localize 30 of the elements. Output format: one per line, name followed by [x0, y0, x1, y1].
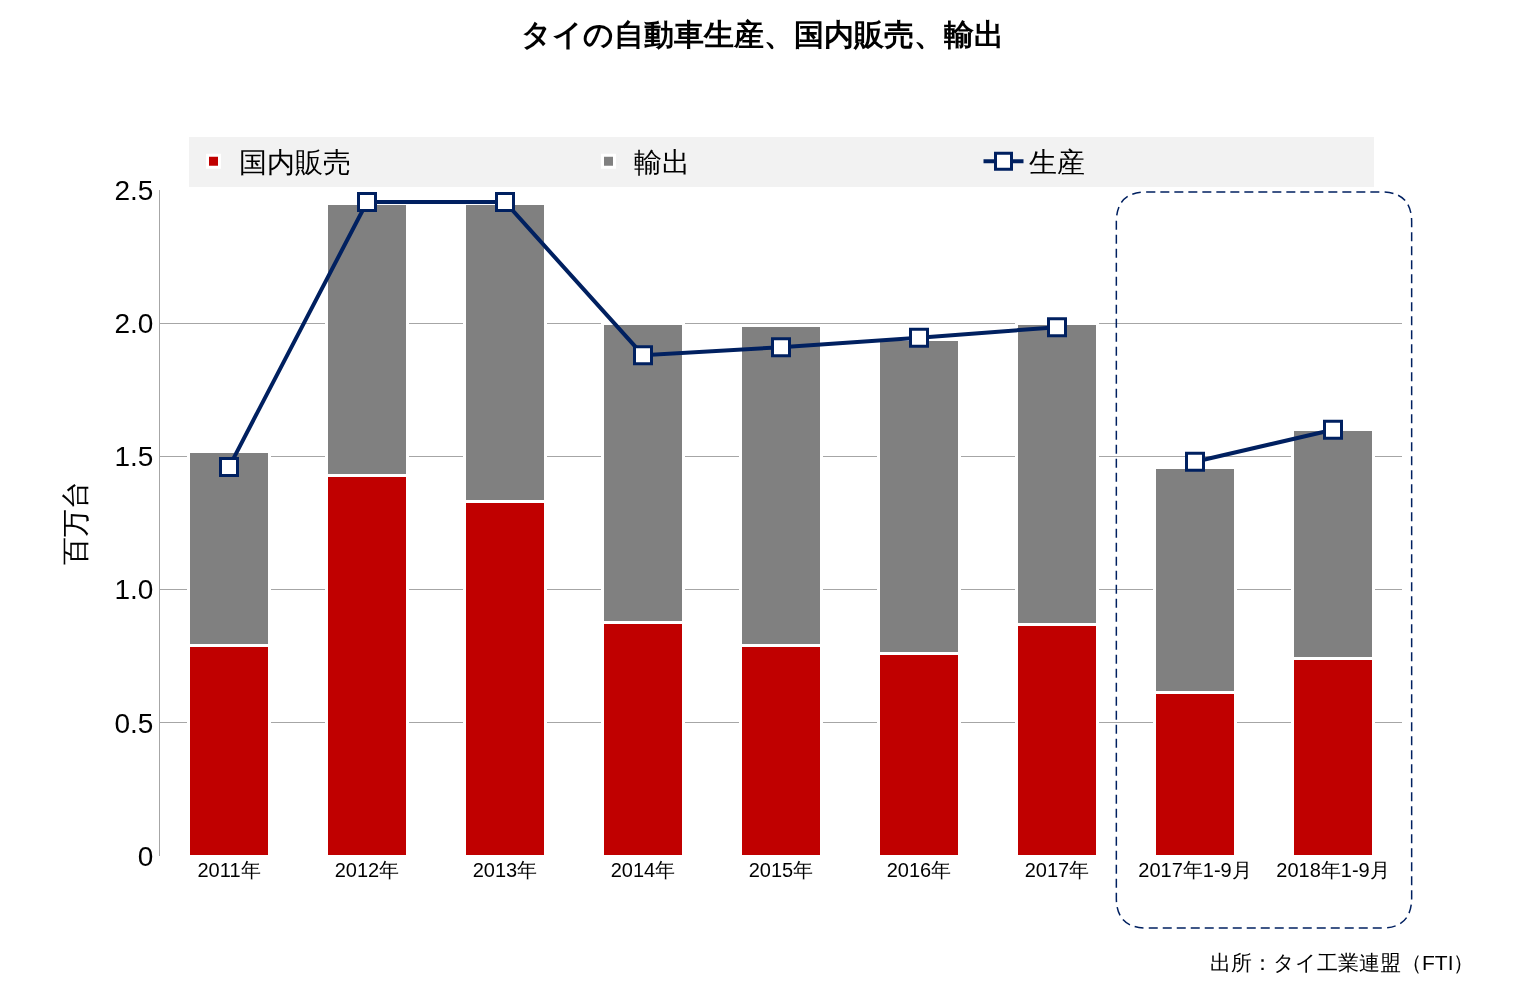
- x-tick-label: 2016年: [886, 859, 952, 881]
- y-tick-label: 0.5: [114, 707, 154, 739]
- x-tick-label: 2018年1-9月: [1276, 859, 1390, 881]
- point: [909, 327, 929, 348]
- chart-title: タイの自動車生産、国内販売、輸出: [521, 18, 1004, 52]
- point: [1047, 317, 1067, 338]
- point: [771, 337, 791, 358]
- legend-label: 輸出: [633, 147, 690, 179]
- y-tick-label: 2.5: [114, 174, 154, 206]
- x-tick-label: 2014年: [610, 859, 676, 881]
- legend-label: 生産: [1028, 147, 1085, 179]
- y-tick-label: 1.0: [114, 574, 154, 606]
- y-tick-label: 1.5: [114, 441, 154, 473]
- x-tick-label: 2017年1-9月: [1138, 859, 1252, 881]
- x-tick-label: 2011年: [197, 859, 261, 881]
- x-tick-label: 2012年: [334, 859, 400, 881]
- point: [495, 191, 515, 212]
- point: [1185, 451, 1205, 472]
- point: [219, 457, 239, 478]
- point: [1323, 419, 1343, 440]
- x-tick-label: 2013年: [472, 859, 538, 881]
- y-tick-label: 0: [137, 840, 154, 872]
- legend-label: 国内販売: [238, 147, 351, 179]
- x-tick-label: 2017年: [1024, 859, 1090, 881]
- x-tick-label: 2015年: [748, 859, 814, 881]
- point: [357, 191, 377, 212]
- point: [633, 345, 653, 366]
- y-tick-label: 2.0: [114, 308, 154, 339]
- y-axis-title: 百万台: [60, 481, 92, 565]
- text: 出所：タイ工業連盟（FTI）: [1210, 951, 1475, 974]
